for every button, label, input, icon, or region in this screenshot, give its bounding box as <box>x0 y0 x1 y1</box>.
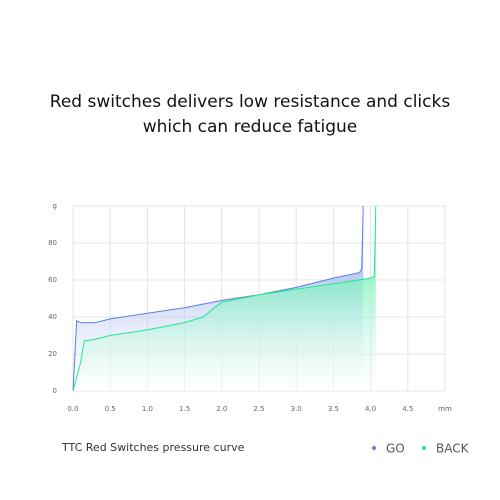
x-tick-label: 3.5 <box>328 405 339 413</box>
x-tick-label: 0.5 <box>105 405 116 413</box>
x-tick-label: 4.0 <box>365 405 376 413</box>
chart-title: Red switches delivers low resistance and… <box>49 92 451 137</box>
x-tick-label: 4.5 <box>402 405 413 413</box>
caption: TTC Red Switches pressure curve <box>61 441 245 454</box>
legend-marker <box>422 446 426 450</box>
x-tick-label: mm <box>438 405 452 413</box>
line <box>72 205 377 392</box>
y-tick-label: 0 <box>53 387 57 395</box>
legend-marker <box>372 446 376 450</box>
x-tick-label: 0.0 <box>67 405 78 413</box>
x-tick-label: 2.0 <box>216 405 227 413</box>
y-tick-label: 80 <box>48 239 57 247</box>
legend-label: BACK <box>436 442 470 456</box>
x-tick-label: 1.5 <box>179 405 190 413</box>
y-tick-label: 20 <box>48 350 57 358</box>
y-tick-label: 40 <box>48 313 57 321</box>
x-tick-label: 1.0 <box>142 405 153 413</box>
y-tick-label: g <box>53 202 57 210</box>
x-tick-label: 3.0 <box>291 405 302 413</box>
legend-label: GO <box>386 442 405 456</box>
x-tick-label: 2.5 <box>253 405 264 413</box>
y-tick-label: 60 <box>48 276 57 284</box>
area <box>73 206 376 391</box>
line <box>72 205 364 392</box>
